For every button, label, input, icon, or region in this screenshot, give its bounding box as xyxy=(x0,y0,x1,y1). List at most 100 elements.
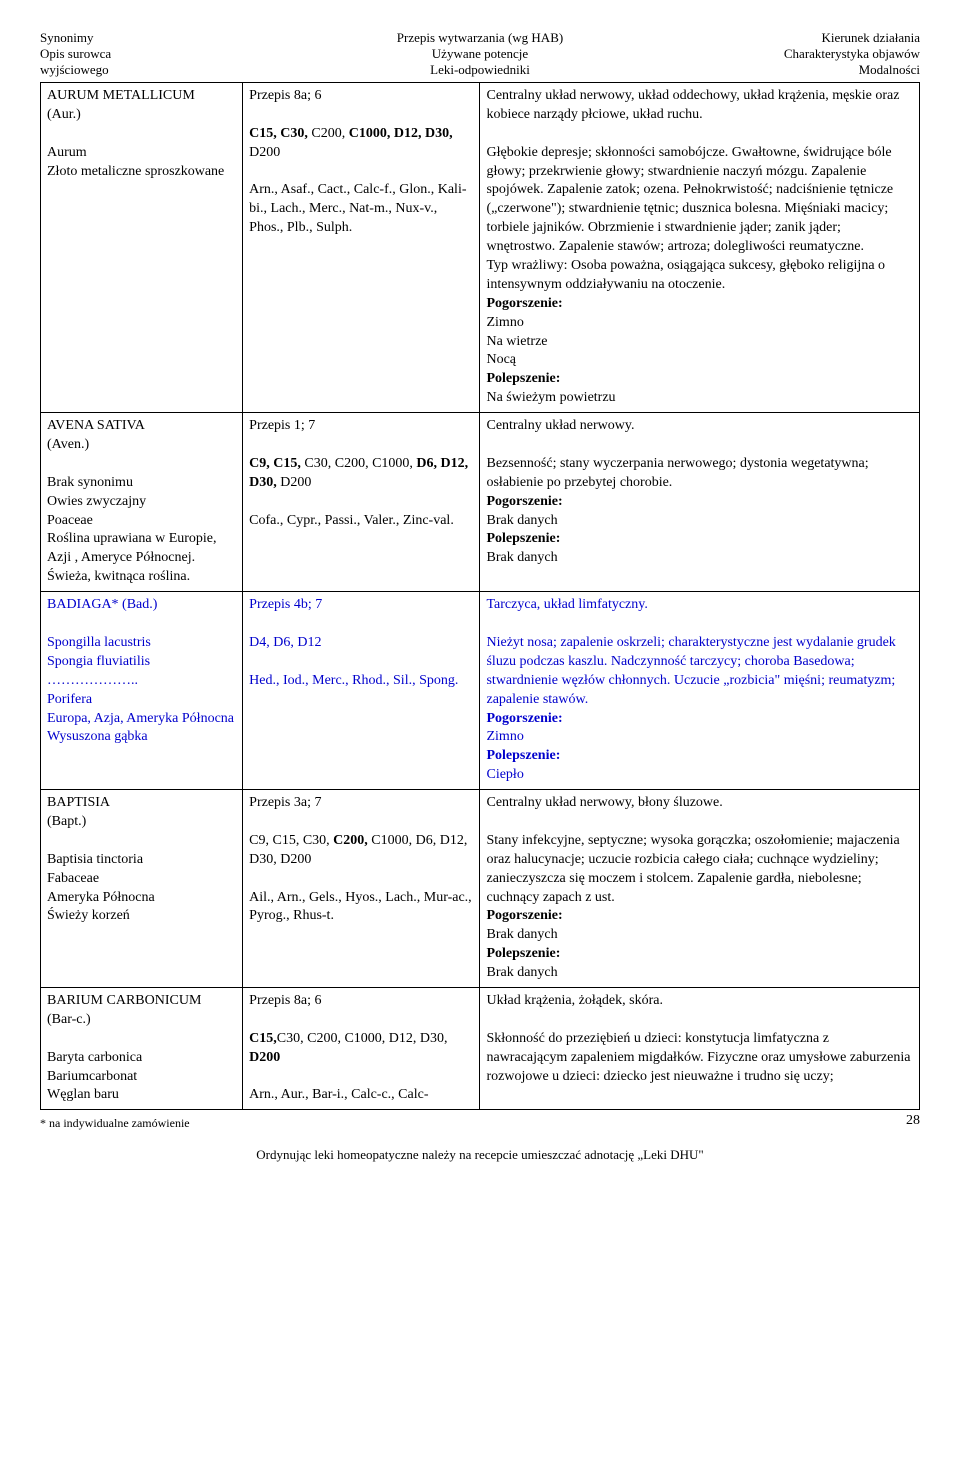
drug-abbr: (Aur.) xyxy=(47,107,81,122)
desc: Układ krążenia, żołądek, skóra. xyxy=(486,993,662,1008)
cell-mid: Przepis 8a; 6 C15, C30, C200, C1000, D12… xyxy=(243,83,480,413)
cell-right: Układ krążenia, żołądek, skóra. Skłonnoś… xyxy=(480,987,920,1109)
table-row: BAPTISIA (Bapt.) Baptisia tinctoria Faba… xyxy=(41,790,920,988)
cell-left: BARIUM CARBONICUM (Bar-c.) Baryta carbon… xyxy=(41,987,243,1109)
synonym: Aurum xyxy=(47,145,87,160)
pog-val: Brak danych xyxy=(486,927,557,942)
hdr-br: Modalności xyxy=(630,62,920,78)
pot: C1000, D12, D30, xyxy=(349,126,453,141)
hdr-bc: Leki-odpowiedniki xyxy=(335,62,625,78)
pol-val: Na świeżym powietrzu xyxy=(486,390,615,405)
desc: Bezsenność; stany wyczerpania nerwowego;… xyxy=(486,456,868,490)
pog-val: Na wietrze xyxy=(486,334,547,349)
pot: D200 xyxy=(249,1050,280,1065)
pot: C9, C15, C30, xyxy=(249,833,333,848)
pot: D200 xyxy=(249,145,280,160)
pog-label: Pogorszenie: xyxy=(486,296,562,311)
pot: D200 xyxy=(277,475,312,490)
recipe: Przepis 3a; 7 xyxy=(249,795,321,810)
cell-right: Centralny układ nerwowy. Bezsenność; sta… xyxy=(480,413,920,592)
pog-label: Pogorszenie: xyxy=(486,908,562,923)
equiv: Hed., Iod., Merc., Rhod., Sil., Spong. xyxy=(249,673,458,688)
synonym: Świeża, kwitnąca roślina. xyxy=(47,569,190,584)
drug-title: BAPTISIA xyxy=(47,795,110,810)
recipe: Przepis 4b; 7 xyxy=(249,597,322,612)
synonym: Porifera xyxy=(47,692,92,707)
synonym: Wysuszona gąbka xyxy=(47,729,148,744)
equiv: Arn., Asaf., Cact., Calc-f., Glon., Kali… xyxy=(249,182,466,235)
header-row-2: Opis surowca Używane potencje Charaktery… xyxy=(40,46,920,62)
synonym: Węglan baru xyxy=(47,1087,119,1102)
desc: Centralny układ nerwowy, błony śluzowe. xyxy=(486,795,722,810)
equiv: Cofa., Cypr., Passi., Valer., Zinc-val. xyxy=(249,513,454,528)
synonym: ……………….. xyxy=(47,673,138,688)
drug-abbr: (Bapt.) xyxy=(47,814,86,829)
pog-val: Zimno xyxy=(486,315,523,330)
hdr-mr: Charakterystyka objawów xyxy=(630,46,920,62)
pog-val: Nocą xyxy=(486,352,516,367)
desc: Centralny układ nerwowy. xyxy=(486,418,634,433)
synonym: Złoto metaliczne sproszkowane xyxy=(47,164,224,179)
cell-left: AURUM METALLICUM (Aur.) Aurum Złoto meta… xyxy=(41,83,243,413)
cell-mid: Przepis 8a; 6 C15,C30, C200, C1000, D12,… xyxy=(243,987,480,1109)
cell-right: Centralny układ nerwowy, błony śluzowe. … xyxy=(480,790,920,988)
cell-left: BAPTISIA (Bapt.) Baptisia tinctoria Faba… xyxy=(41,790,243,988)
cell-right: Tarczyca, układ limfatyczny. Nieżyt nosa… xyxy=(480,592,920,790)
pol-label: Polepszenie: xyxy=(486,371,560,386)
pol-val: Brak danych xyxy=(486,965,557,980)
pot: C200, xyxy=(308,126,349,141)
drug-title: AURUM METALLICUM xyxy=(47,88,195,103)
drug-abbr: (Aven.) xyxy=(47,437,89,452)
pog-val: Brak danych xyxy=(486,513,557,528)
recipe: Przepis 8a; 6 xyxy=(249,993,321,1008)
synonym: Bariumcarbonat xyxy=(47,1069,137,1084)
cell-mid: Przepis 3a; 7 C9, C15, C30, C200, C1000,… xyxy=(243,790,480,988)
pot: C30, C200, C1000, D12, D30, xyxy=(277,1031,448,1046)
cell-mid: Przepis 1; 7 C9, C15, C30, C200, C1000, … xyxy=(243,413,480,592)
pog-label: Pogorszenie: xyxy=(486,494,562,509)
pol-val: Brak danych xyxy=(486,550,557,565)
synonym: Brak synonimu xyxy=(47,475,133,490)
synonym: Baryta carbonica xyxy=(47,1050,142,1065)
main-table: AURUM METALLICUM (Aur.) Aurum Złoto meta… xyxy=(40,82,920,1110)
desc: Skłonność do przeziębień u dzieci: konst… xyxy=(486,1031,910,1084)
desc: Tarczyca, układ limfatyczny. xyxy=(486,597,647,612)
pot: D4, D6, D12 xyxy=(249,635,321,650)
pol-label: Polepszenie: xyxy=(486,748,560,763)
synonym: Spongia fluviatilis xyxy=(47,654,150,669)
pot: C9, C15, xyxy=(249,456,301,471)
pog-label: Pogorszenie: xyxy=(486,711,562,726)
footer-text: Ordynując leki homeopatyczne należy na r… xyxy=(40,1147,920,1163)
hdr-ml: Opis surowca xyxy=(40,46,330,62)
cell-right: Centralny układ nerwowy, układ oddechowy… xyxy=(480,83,920,413)
synonym: Poaceae xyxy=(47,513,93,528)
pot: C15, xyxy=(249,1031,277,1046)
recipe: Przepis 1; 7 xyxy=(249,418,315,433)
pot: C30, C200, C1000, xyxy=(301,456,417,471)
synonym: Roślina uprawiana w Europie, Azji , Amer… xyxy=(47,531,217,565)
pol-label: Polepszenie: xyxy=(486,946,560,961)
drug-title: AVENA SATIVA xyxy=(47,418,145,433)
synonym: Ameryka Północna xyxy=(47,890,155,905)
synonym: Baptisia tinctoria xyxy=(47,852,143,867)
equiv: Arn., Aur., Bar-i., Calc-c., Calc- xyxy=(249,1087,428,1102)
desc: Centralny układ nerwowy, układ oddechowy… xyxy=(486,88,899,292)
pog-val: Zimno xyxy=(486,729,523,744)
hdr-tc: Przepis wytwarzania (wg HAB) xyxy=(335,30,625,46)
desc: Nieżyt nosa; zapalenie oskrzeli; charakt… xyxy=(486,635,895,707)
drug-title: BADIAGA* (Bad.) xyxy=(47,597,157,612)
cell-left: BADIAGA* (Bad.) Spongilla lacustris Spon… xyxy=(41,592,243,790)
cell-left: AVENA SATIVA (Aven.) Brak synonimu Owies… xyxy=(41,413,243,592)
cell-mid: Przepis 4b; 7 D4, D6, D12 Hed., Iod., Me… xyxy=(243,592,480,790)
hdr-mc: Używane potencje xyxy=(335,46,625,62)
synonym: Fabaceae xyxy=(47,871,99,886)
recipe: Przepis 8a; 6 xyxy=(249,88,321,103)
pot: C15, C30, xyxy=(249,126,308,141)
drug-title: BARIUM CARBONICUM xyxy=(47,993,201,1008)
table-row: BADIAGA* (Bad.) Spongilla lacustris Spon… xyxy=(41,592,920,790)
desc: Stany infekcyjne, septyczne; wysoka gorą… xyxy=(486,833,899,905)
synonym: Europa, Azja, Ameryka Północna xyxy=(47,711,234,726)
table-row: AVENA SATIVA (Aven.) Brak synonimu Owies… xyxy=(41,413,920,592)
drug-abbr: (Bar-c.) xyxy=(47,1012,91,1027)
pot: C200, xyxy=(333,833,368,848)
